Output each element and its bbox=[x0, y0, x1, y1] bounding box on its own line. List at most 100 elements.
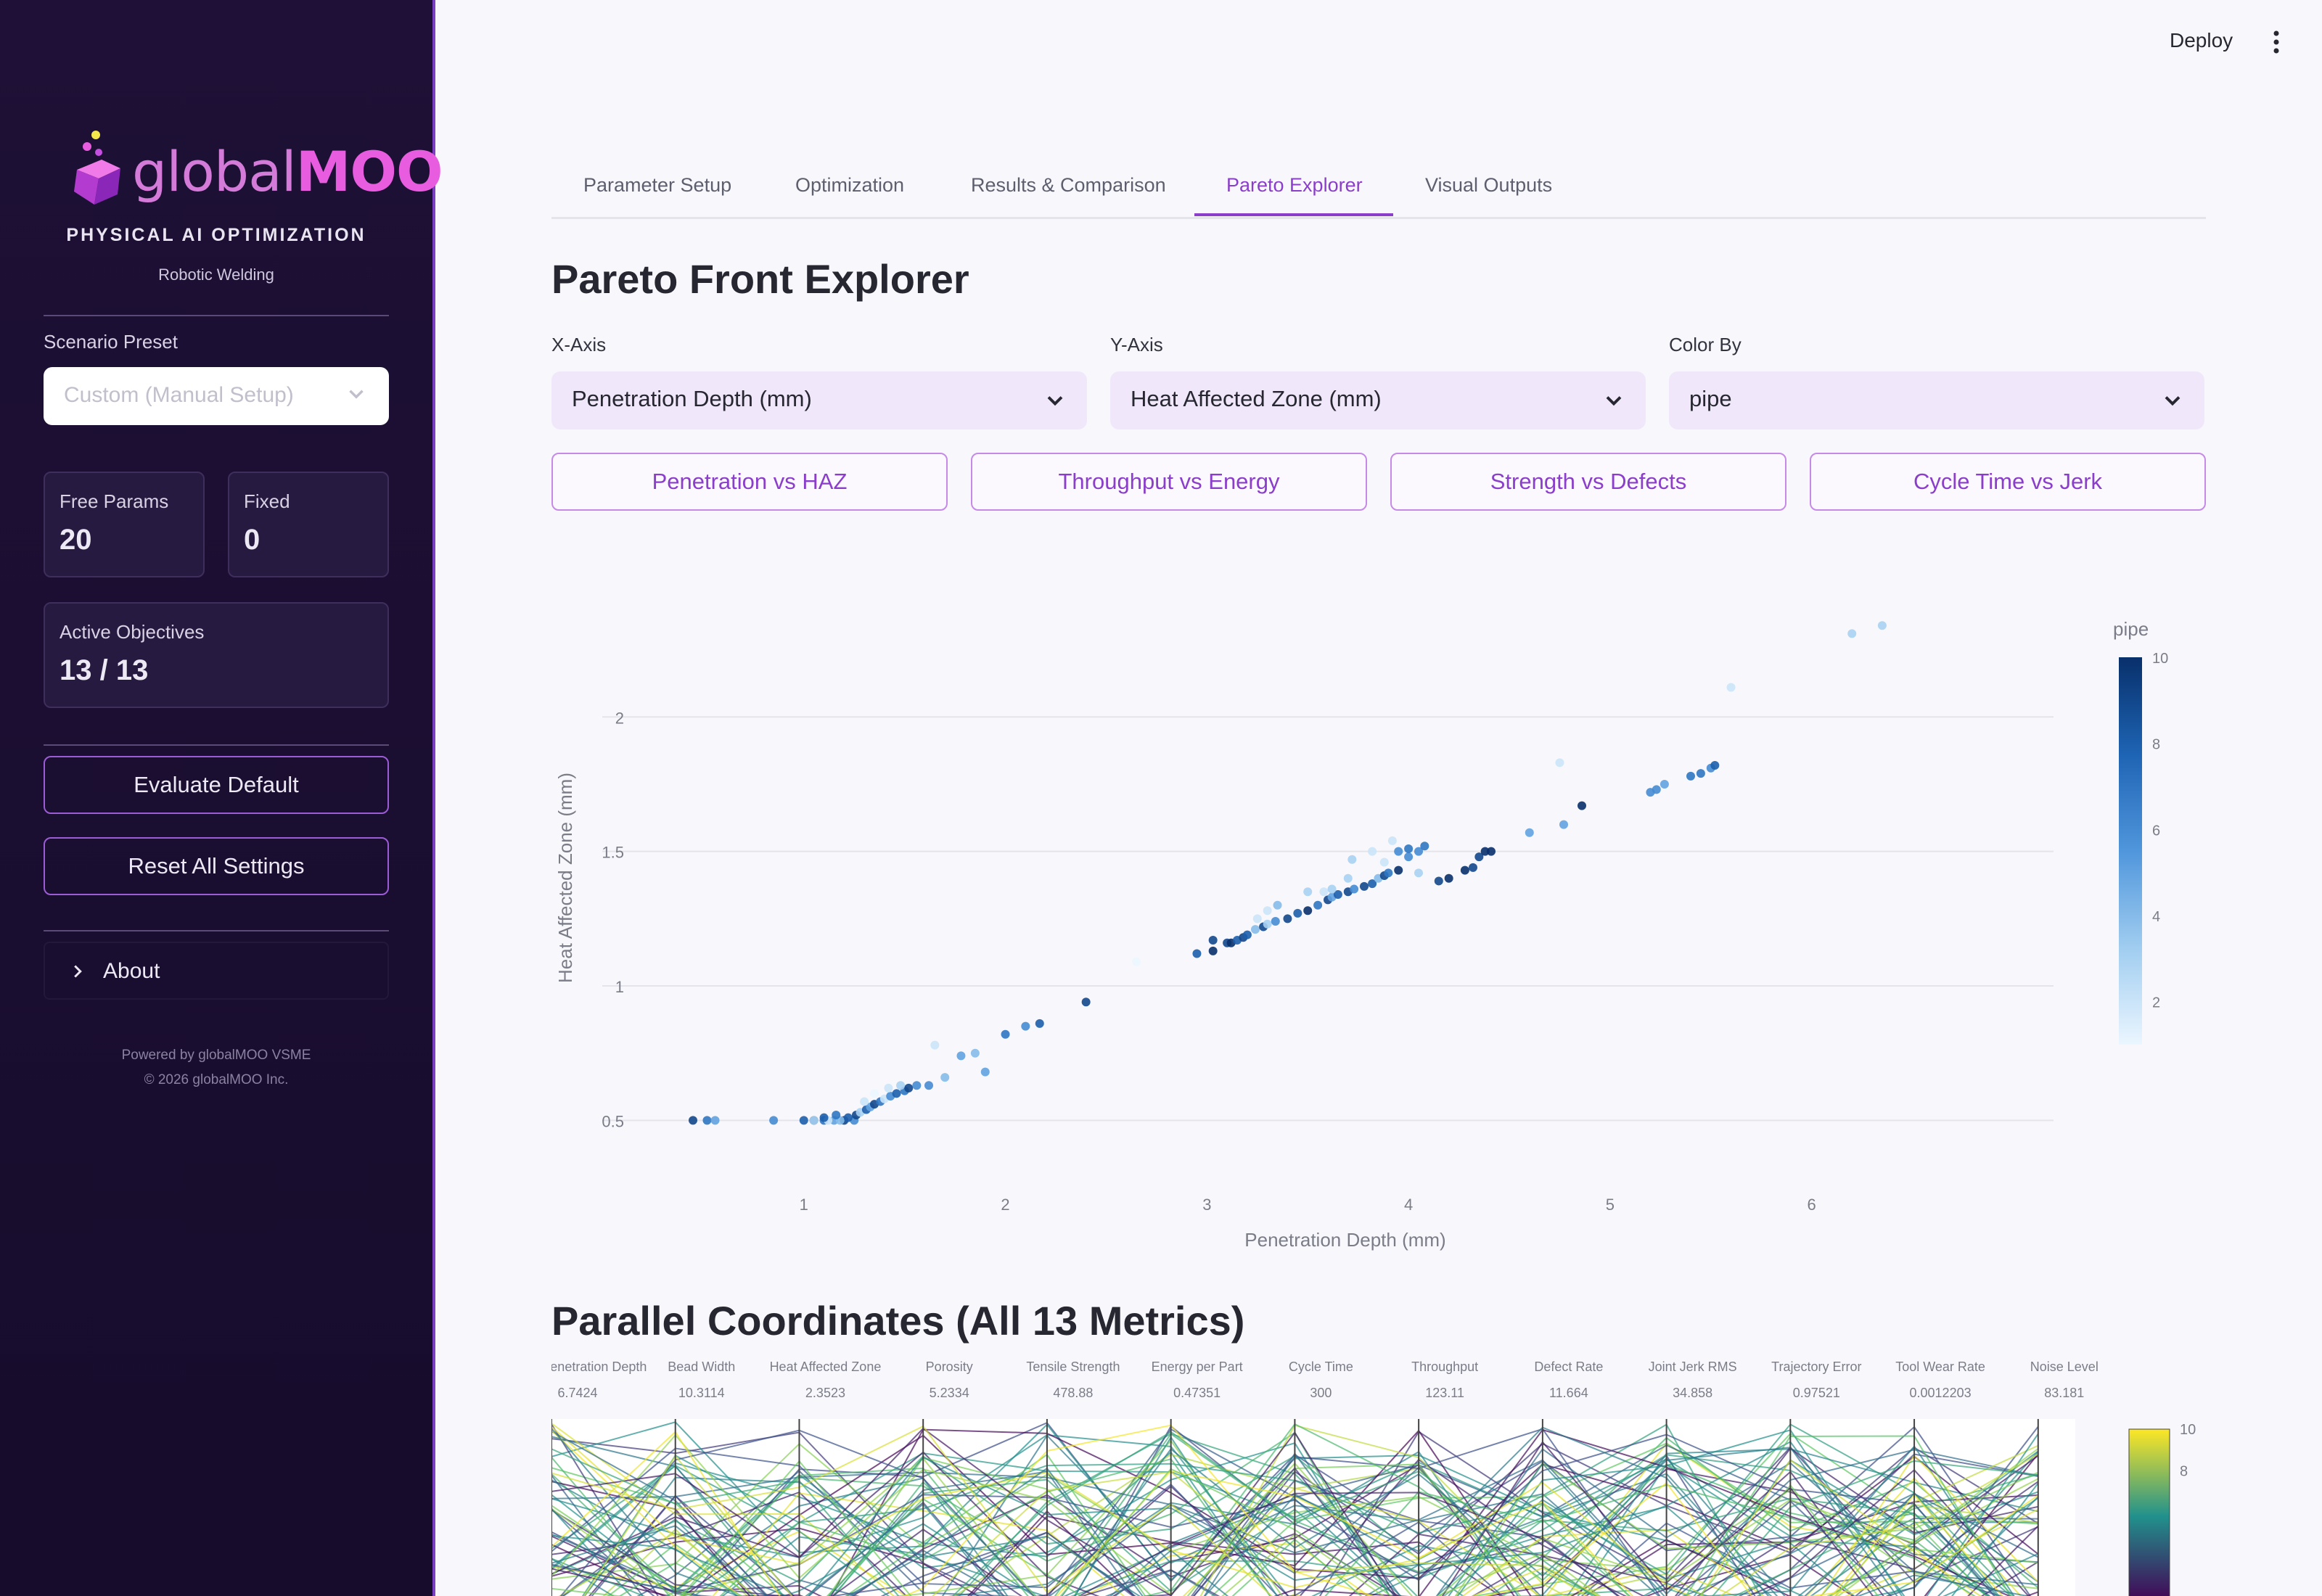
data-point bbox=[1327, 884, 1337, 894]
data-point bbox=[1021, 1021, 1030, 1031]
data-point bbox=[1420, 842, 1429, 851]
kebab-menu-icon[interactable] bbox=[2265, 29, 2287, 55]
preset-throughput-vs-energy-button[interactable]: Throughput vs Energy bbox=[971, 453, 1367, 511]
data-point bbox=[870, 1089, 879, 1098]
preset-penetration-vs-haz-button[interactable]: Penetration vs HAZ bbox=[551, 453, 948, 511]
tab-parameter-setup[interactable]: Parameter Setup bbox=[583, 174, 732, 196]
data-point bbox=[940, 1073, 950, 1082]
parallel-coordinates-chart[interactable]: Weld Penetration Depth 6.7424 Bead Width 10… bbox=[551, 1357, 2220, 1596]
data-point bbox=[1404, 844, 1414, 853]
fixed-value: 0 bbox=[244, 524, 260, 556]
parallel-axis-max: 11.664 bbox=[1549, 1386, 1588, 1400]
color-by-select[interactable]: pipe bbox=[1669, 371, 2204, 429]
preset-strength-vs-defects-button[interactable]: Strength vs Defects bbox=[1390, 453, 1786, 511]
data-point bbox=[860, 1097, 869, 1106]
data-point bbox=[1263, 906, 1272, 916]
data-point bbox=[1434, 876, 1443, 886]
x-axis-select[interactable]: Penetration Depth (mm) bbox=[551, 371, 1087, 429]
chevron-right-icon bbox=[74, 965, 82, 978]
parallel-axis-max: 5.2334 bbox=[930, 1386, 969, 1400]
data-point bbox=[1251, 925, 1260, 934]
data-point bbox=[1726, 683, 1736, 692]
parallel-colorbar bbox=[2128, 1428, 2170, 1596]
data-point bbox=[1350, 884, 1359, 894]
parallel-axis-name: Trajectory Error bbox=[1771, 1360, 1861, 1374]
colorbar-tick-label: 10 bbox=[2152, 651, 2168, 667]
y-tick-label: 1 bbox=[615, 978, 624, 996]
about-label: About bbox=[103, 959, 160, 983]
data-point bbox=[799, 1116, 808, 1125]
fixed-label: Fixed bbox=[244, 490, 290, 512]
objectives-value: 13 / 13 bbox=[60, 654, 149, 686]
tab-pareto-explorer[interactable]: Pareto Explorer bbox=[1226, 174, 1363, 196]
data-point bbox=[1347, 855, 1357, 864]
pareto-scatter-chart[interactable]: 0.5 1 1.5 2 1 2 3 4 5 6 Penetration Depth (mm) Heat… bbox=[551, 580, 2220, 1277]
y-tick-label: 2 bbox=[615, 709, 624, 727]
data-point bbox=[1271, 917, 1280, 926]
parallel-axis-name: Weld Penetration Depth bbox=[551, 1360, 647, 1374]
tab-results-comparison[interactable]: Results & Comparison bbox=[971, 174, 1166, 196]
data-point bbox=[710, 1116, 720, 1125]
scenario-preset-select[interactable]: Custom (Manual Setup) bbox=[44, 367, 389, 425]
data-point bbox=[904, 1083, 914, 1093]
data-point bbox=[892, 1089, 901, 1098]
data-point bbox=[1877, 621, 1887, 630]
data-point bbox=[1313, 900, 1323, 910]
data-point bbox=[1368, 847, 1377, 856]
parallel-axis-max: 478.88 bbox=[1053, 1386, 1093, 1400]
x-tick-label: 6 bbox=[1808, 1196, 1816, 1214]
data-point bbox=[1847, 629, 1857, 638]
sidebar-tagline: PHYSICAL AI OPTIMIZATION bbox=[66, 225, 366, 245]
tab-bar: Parameter Setup Optimization Results & C… bbox=[551, 160, 2206, 219]
data-point bbox=[930, 1040, 940, 1050]
color-by-value: pipe bbox=[1689, 386, 1732, 411]
parallel-axis-max: 123.11 bbox=[1425, 1386, 1464, 1400]
data-point bbox=[924, 1081, 933, 1090]
colorbar-tick-label: 8 bbox=[2180, 1464, 2188, 1480]
data-point bbox=[1303, 887, 1313, 897]
data-point bbox=[1132, 957, 1141, 966]
data-point bbox=[970, 1048, 980, 1058]
divider bbox=[44, 930, 389, 931]
x-axis-title: Penetration Depth (mm) bbox=[1244, 1229, 1445, 1251]
parallel-axis-name: Energy per Part bbox=[1152, 1360, 1243, 1374]
data-point bbox=[1414, 847, 1423, 856]
data-point bbox=[1404, 852, 1414, 862]
tab-optimization[interactable]: Optimization bbox=[795, 174, 905, 196]
colorbar-tick-label: 10 bbox=[2180, 1422, 2196, 1438]
y-axis-value: Heat Affected Zone (mm) bbox=[1131, 386, 1382, 411]
colorbar-tick-label: 2 bbox=[2152, 995, 2160, 1011]
data-point bbox=[702, 1116, 712, 1125]
preset-cycle-time-vs-jerk-button[interactable]: Cycle Time vs Jerk bbox=[1810, 453, 2206, 511]
x-tick-label: 3 bbox=[1202, 1196, 1211, 1214]
evaluate-default-button[interactable]: Evaluate Default bbox=[44, 756, 389, 814]
x-tick-label: 1 bbox=[800, 1196, 808, 1214]
globalmoo-logo: globalMOO bbox=[70, 125, 443, 212]
parallel-axis-name: Heat Affected Zone bbox=[770, 1360, 882, 1374]
free-params-card: Free Params 20 bbox=[44, 472, 205, 577]
data-point bbox=[809, 1116, 819, 1125]
about-expander[interactable]: About bbox=[44, 942, 389, 1000]
data-point bbox=[1578, 801, 1586, 810]
parallel-axis-max: 300 bbox=[1310, 1386, 1332, 1400]
y-axis-select[interactable]: Heat Affected Zone (mm) bbox=[1110, 371, 1646, 429]
parallel-axis-max: 0.0012203 bbox=[1910, 1386, 1972, 1400]
data-point bbox=[1480, 847, 1490, 856]
data-point bbox=[1525, 828, 1534, 837]
data-point bbox=[1696, 769, 1705, 778]
data-point bbox=[1710, 761, 1720, 770]
data-point bbox=[1242, 930, 1252, 939]
data-point bbox=[1384, 868, 1393, 878]
deploy-button[interactable]: Deploy bbox=[2170, 29, 2233, 52]
colorbar-tick-label: 8 bbox=[2152, 737, 2160, 753]
tab-visual-outputs[interactable]: Visual Outputs bbox=[1425, 174, 1553, 196]
parallel-axis-name: Joint Jerk RMS bbox=[1649, 1360, 1737, 1374]
data-point bbox=[956, 1051, 966, 1061]
free-params-label: Free Params bbox=[60, 490, 169, 512]
parallel-axis-name: Noise Level bbox=[2030, 1360, 2099, 1374]
reset-all-settings-button[interactable]: Reset All Settings bbox=[44, 837, 389, 895]
active-tab-indicator bbox=[1194, 213, 1393, 216]
data-point bbox=[1303, 906, 1313, 916]
chevron-down-icon bbox=[1606, 396, 1622, 406]
data-point bbox=[1293, 908, 1302, 918]
